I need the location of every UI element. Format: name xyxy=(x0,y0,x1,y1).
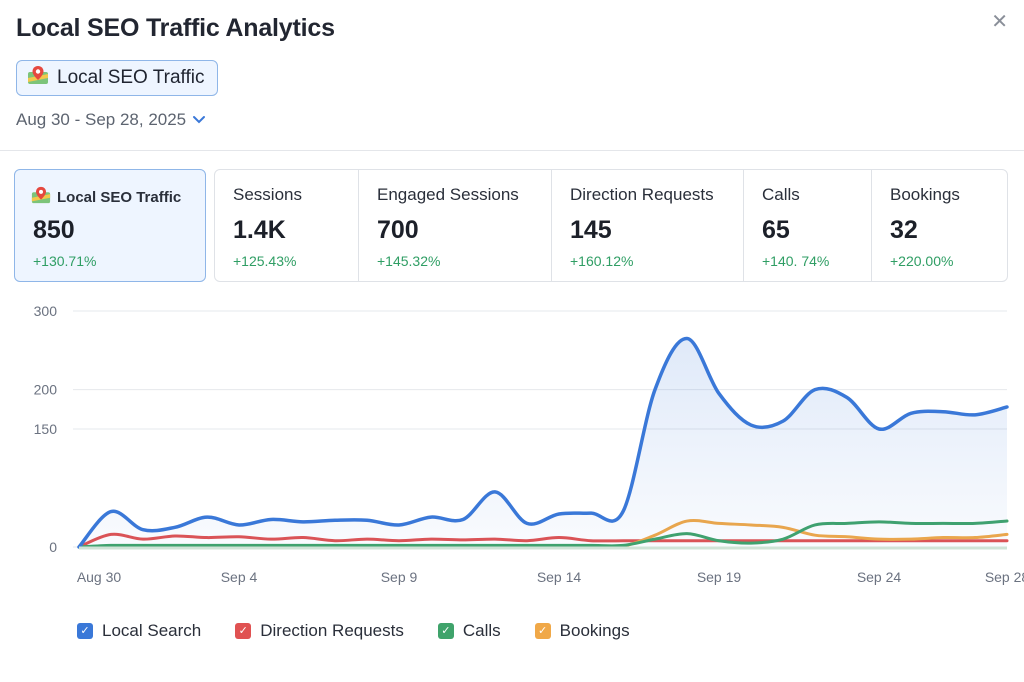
x-tick-label: Sep 14 xyxy=(537,569,582,585)
kpi-card-calls[interactable]: Calls 65 +140. 74% xyxy=(744,170,872,281)
report-chip[interactable]: Local SEO Traffic xyxy=(16,60,218,96)
legend-label: Calls xyxy=(462,621,501,640)
legend-label: Local Search xyxy=(102,621,202,640)
kpi-card-direction-requests[interactable]: Direction Requests 145 +160.12% xyxy=(552,170,744,281)
legend-item-direction-requests[interactable]: ✓ Direction Requests xyxy=(235,621,404,641)
kpi-change: +130.71% xyxy=(33,253,97,269)
x-tick-label: Sep 24 xyxy=(857,569,902,585)
kpi-group: Sessions 1.4K +125.43% Engaged Sessions … xyxy=(214,169,1008,282)
page-title: Local SEO Traffic Analytics xyxy=(16,14,335,42)
legend-item-calls[interactable]: ✓ Calls xyxy=(437,621,501,641)
traffic-line-chart: 0 150 200 300 Aug 30 Sep 4 Sep 9 Sep 14 Sep 19 Se… xyxy=(34,303,1024,585)
kpi-label: Sessions xyxy=(233,185,302,204)
y-tick-label: 200 xyxy=(34,382,58,398)
kpi-value: 1.4K xyxy=(233,216,286,244)
map-pin-icon xyxy=(31,185,51,209)
kpi-label: Direction Requests xyxy=(570,185,714,204)
kpi-card-engaged-sessions[interactable]: Engaged Sessions 700 +145.32% xyxy=(359,170,552,281)
kpi-card-sessions[interactable]: Sessions 1.4K +125.43% xyxy=(215,170,359,281)
kpi-label: Engaged Sessions xyxy=(377,185,519,204)
legend-item-bookings[interactable]: ✓ Bookings xyxy=(534,621,630,641)
checkbox-checked-icon[interactable]: ✓ xyxy=(77,623,93,639)
kpi-change: +145.32% xyxy=(377,253,441,269)
legend-label: Direction Requests xyxy=(260,621,404,640)
kpi-value: 700 xyxy=(377,216,419,244)
chart-legend: ✓ Local Search ✓ Direction Requests ✓ Ca… xyxy=(77,621,664,641)
kpi-value: 65 xyxy=(762,216,790,244)
kpi-change: +140. 74% xyxy=(762,253,830,269)
kpi-row: Local SEO Traffic 850 +130.71% Sessions … xyxy=(14,169,1008,282)
close-icon[interactable]: ✕ xyxy=(991,11,1008,33)
checkbox-checked-icon[interactable]: ✓ xyxy=(534,623,551,639)
kpi-change: +160.12% xyxy=(570,253,634,269)
y-tick-label: 300 xyxy=(34,303,58,319)
chip-label: Local SEO Traffic xyxy=(57,67,205,88)
x-tick-label: Aug 30 xyxy=(77,569,122,585)
kpi-change: +220.00% xyxy=(890,253,954,269)
kpi-card-local-seo-traffic[interactable]: Local SEO Traffic 850 +130.71% xyxy=(14,169,206,282)
kpi-value: 850 xyxy=(33,216,75,244)
series-line-local-search xyxy=(77,336,1009,549)
x-tick-label: Sep 9 xyxy=(381,569,418,585)
checkbox-checked-icon[interactable]: ✓ xyxy=(235,623,252,639)
legend-label: Bookings xyxy=(559,621,630,640)
checkbox-checked-icon[interactable]: ✓ xyxy=(437,623,454,639)
y-tick-label: 0 xyxy=(49,539,57,555)
kpi-label: Calls xyxy=(762,185,800,204)
header-divider xyxy=(0,150,1024,151)
kpi-card-bookings[interactable]: Bookings 32 +220.00% xyxy=(872,170,1007,281)
date-range-selector[interactable]: Aug 30 - Sep 28, 2025 xyxy=(16,110,206,130)
kpi-label: Local SEO Traffic xyxy=(31,185,181,209)
legend-item-local-search[interactable]: ✓ Local Search xyxy=(77,621,201,641)
kpi-label: Bookings xyxy=(890,185,960,204)
chevron-down-icon xyxy=(192,110,206,130)
date-range-text: Aug 30 - Sep 28, 2025 xyxy=(16,110,187,129)
map-pin-icon xyxy=(27,64,49,92)
y-tick-label: 150 xyxy=(34,421,58,437)
x-tick-label: Sep 28 xyxy=(985,569,1024,585)
x-tick-label: Sep 4 xyxy=(221,569,258,585)
x-tick-label: Sep 19 xyxy=(697,569,742,585)
kpi-value: 145 xyxy=(570,216,612,244)
series-area-local-search xyxy=(79,338,1007,547)
kpi-change: +125.43% xyxy=(233,253,297,269)
kpi-value: 32 xyxy=(890,216,918,244)
